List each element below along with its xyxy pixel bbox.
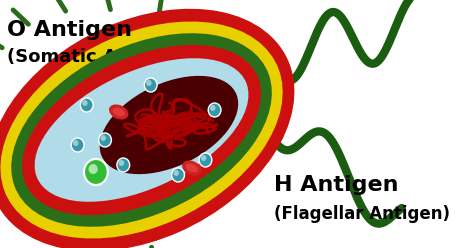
Circle shape — [82, 100, 88, 106]
Circle shape — [81, 98, 93, 112]
Text: (Flagellar Antigen): (Flagellar Antigen) — [274, 205, 450, 223]
Circle shape — [201, 155, 206, 161]
Circle shape — [144, 78, 157, 92]
Ellipse shape — [186, 163, 198, 172]
Ellipse shape — [182, 160, 201, 176]
Ellipse shape — [109, 104, 128, 120]
Circle shape — [118, 160, 124, 166]
Circle shape — [199, 153, 212, 167]
Ellipse shape — [35, 58, 248, 202]
Circle shape — [99, 133, 111, 147]
Circle shape — [100, 135, 106, 141]
Circle shape — [173, 170, 179, 176]
Ellipse shape — [0, 9, 294, 248]
Circle shape — [210, 105, 216, 111]
Ellipse shape — [100, 76, 238, 174]
Text: H Antigen: H Antigen — [274, 175, 399, 195]
Circle shape — [84, 159, 108, 185]
Ellipse shape — [22, 45, 261, 215]
Ellipse shape — [113, 108, 125, 117]
Circle shape — [89, 164, 98, 174]
Circle shape — [73, 140, 79, 146]
Ellipse shape — [11, 33, 272, 227]
Circle shape — [172, 168, 184, 182]
Circle shape — [146, 80, 152, 86]
Ellipse shape — [0, 22, 283, 239]
Circle shape — [208, 103, 221, 117]
Circle shape — [71, 138, 84, 152]
Circle shape — [117, 158, 130, 172]
Text: (Somatic Antigen): (Somatic Antigen) — [7, 48, 191, 66]
Text: O Antigen: O Antigen — [7, 20, 132, 40]
